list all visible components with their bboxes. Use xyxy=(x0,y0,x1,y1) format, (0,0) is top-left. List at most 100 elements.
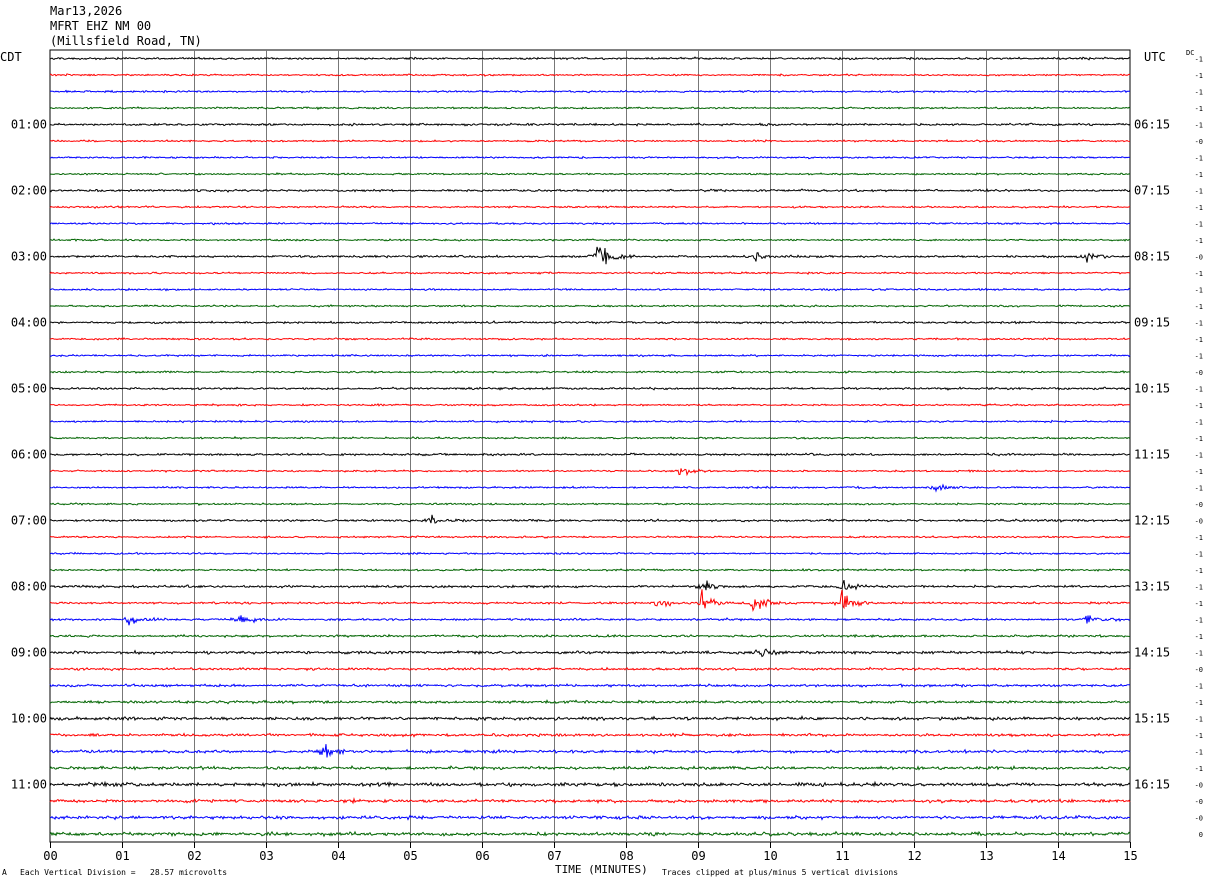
seismic-trace xyxy=(49,287,1131,292)
dc-offset-label: -0 xyxy=(1195,782,1203,790)
dc-offset-label: -0 xyxy=(1195,138,1203,146)
seismic-trace xyxy=(49,337,1131,341)
dc-offset-label: -1 xyxy=(1195,419,1203,427)
clip-note: Traces clipped at plus/minus 5 vertical … xyxy=(662,868,899,877)
corner-mark: A xyxy=(2,868,7,877)
dc-offset-label: -1 xyxy=(1195,650,1203,658)
dc-offset-label: -1 xyxy=(1195,584,1203,592)
seismic-trace xyxy=(49,122,1131,127)
right-hour-label: 08:15 xyxy=(1134,250,1170,264)
dc-offset-label: -1 xyxy=(1195,122,1203,130)
dc-offset-label: -0 xyxy=(1195,798,1203,806)
dc-offset-label: -1 xyxy=(1195,204,1203,212)
seismic-trace xyxy=(49,386,1131,391)
left-hour-label: 04:00 xyxy=(11,316,47,330)
right-hour-label: 12:15 xyxy=(1134,514,1170,528)
x-axis-title: TIME (MINUTES) xyxy=(555,863,648,876)
seismic-trace xyxy=(49,615,1131,626)
x-tick-label: 11 xyxy=(835,849,849,863)
x-tick-label: 13 xyxy=(979,849,993,863)
dc-offset-label: -1 xyxy=(1195,72,1203,80)
seismic-trace xyxy=(49,106,1131,111)
header-date: Mar13,2026 xyxy=(50,4,123,18)
right-hour-label: 07:15 xyxy=(1134,184,1170,198)
seismic-trace xyxy=(49,246,1131,265)
seismic-trace xyxy=(49,535,1131,539)
x-tick-label: 10 xyxy=(763,849,777,863)
x-tick-label: 07 xyxy=(547,849,561,863)
x-tick-label: 14 xyxy=(1051,849,1065,863)
dc-offset-label: -1 xyxy=(1195,320,1203,328)
left-hour-label: 08:00 xyxy=(11,580,47,594)
seismic-trace xyxy=(50,320,1131,325)
dc-offset-label: -1 xyxy=(1195,633,1203,641)
dc-offset-label: -1 xyxy=(1195,732,1203,740)
dc-offset-label: -1 xyxy=(1195,551,1203,559)
seismic-trace xyxy=(49,221,1131,226)
right-hour-label: 09:15 xyxy=(1134,316,1170,330)
dc-offset-label: -1 xyxy=(1195,617,1203,625)
seismic-trace xyxy=(49,732,1130,738)
dc-offset-label: -0 xyxy=(1195,815,1203,823)
x-tick-label: 08 xyxy=(619,849,633,863)
header-location: (Millsfield Road, TN) xyxy=(50,34,202,48)
left-hour-label: 06:00 xyxy=(11,448,47,462)
left-hour-label: 09:00 xyxy=(11,646,47,660)
seismic-trace xyxy=(49,502,1131,507)
seismic-trace xyxy=(49,419,1131,424)
dc-offset-label: -1 xyxy=(1195,287,1203,295)
seismic-trace xyxy=(49,304,1131,308)
dc-offset-label: -1 xyxy=(1195,765,1203,773)
dc-offset-label: -1 xyxy=(1195,237,1203,245)
dc-offset-label: -1 xyxy=(1195,56,1203,64)
dc-offset-label: -1 xyxy=(1195,270,1203,278)
scale-note: Each Vertical Division = 28.57 microvolt… xyxy=(20,868,228,877)
seismic-trace xyxy=(49,633,1131,639)
seismic-trace xyxy=(49,73,1131,77)
dc-offset-label: -1 xyxy=(1195,716,1203,724)
seismic-trace xyxy=(49,797,1131,805)
right-hour-label: 16:15 xyxy=(1134,778,1170,792)
seismic-trace xyxy=(49,238,1131,242)
left-timezone-label: CDT xyxy=(0,50,22,64)
seismic-trace xyxy=(49,468,1131,477)
x-tick-label: 04 xyxy=(331,849,345,863)
dc-offset-label: -1 xyxy=(1195,221,1203,229)
x-tick-label: 01 xyxy=(115,849,129,863)
left-hour-label: 07:00 xyxy=(11,514,47,528)
dc-offset-label: -1 xyxy=(1195,699,1203,707)
dc-offset-label: -1 xyxy=(1195,485,1203,493)
dc-offset-label: -0 xyxy=(1195,518,1203,526)
seismic-trace xyxy=(49,139,1131,143)
dc-offset-label: -1 xyxy=(1195,353,1203,361)
dc-offset-label: -0 xyxy=(1195,666,1203,674)
seismic-trace xyxy=(50,551,1131,556)
x-tick-label: 03 xyxy=(259,849,273,863)
dc-offset-label: -1 xyxy=(1195,435,1203,443)
seismic-trace xyxy=(49,714,1131,722)
seismic-trace xyxy=(49,514,1131,524)
dc-offset-label: -0 xyxy=(1195,254,1203,262)
dc-offset-label: -1 xyxy=(1195,386,1203,394)
header-station: MFRT EHZ NM 00 xyxy=(50,19,152,33)
seismic-trace xyxy=(49,483,1131,493)
seismic-trace xyxy=(49,699,1131,705)
seismic-trace xyxy=(50,814,1131,821)
x-tick-label: 15 xyxy=(1123,849,1137,863)
right-hour-label: 10:15 xyxy=(1134,382,1170,396)
x-tick-label: 06 xyxy=(475,849,489,863)
dc-offset-label: -1 xyxy=(1195,105,1203,113)
seismic-trace xyxy=(49,567,1131,572)
right-hour-label: 13:15 xyxy=(1134,580,1170,594)
seismic-trace xyxy=(49,648,1131,658)
seismic-trace xyxy=(49,89,1131,94)
left-hour-label: 03:00 xyxy=(11,250,47,264)
seismic-trace xyxy=(49,353,1131,358)
seismic-trace xyxy=(49,683,1131,689)
seismic-trace xyxy=(49,452,1131,457)
left-hour-label: 01:00 xyxy=(11,118,47,132)
dc-offset-label: -1 xyxy=(1195,155,1203,163)
dc-offset-label: -1 xyxy=(1195,89,1203,97)
dc-offset-label: -1 xyxy=(1195,452,1203,460)
left-hour-label: 05:00 xyxy=(11,382,47,396)
